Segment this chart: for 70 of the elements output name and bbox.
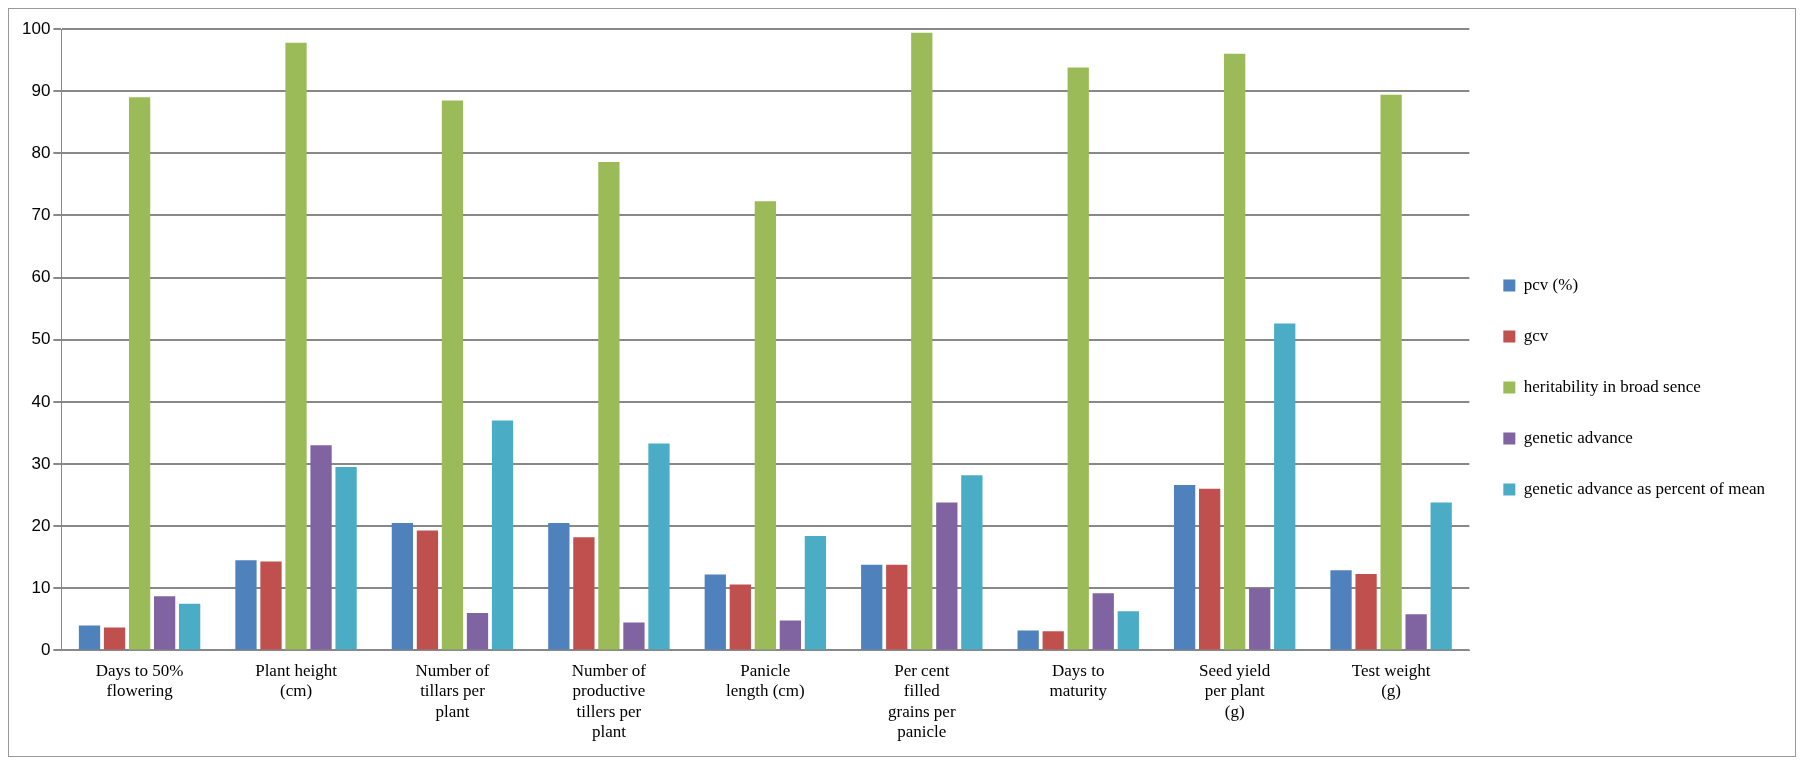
y-tick-label: 50 (31, 329, 51, 349)
bar (623, 622, 645, 650)
x-tick-label: Plant height (cm) (255, 661, 338, 701)
x-tick-label: Test weight (g) (1351, 661, 1431, 701)
bar (466, 613, 489, 650)
bar (779, 620, 802, 650)
bar (491, 420, 514, 650)
y-tick-label: 80 (31, 142, 51, 162)
bar (704, 574, 726, 650)
bar (1380, 94, 1402, 650)
bar (391, 523, 414, 650)
bar (1199, 488, 1221, 650)
bar (804, 536, 827, 650)
bar (548, 523, 570, 650)
bar (416, 530, 439, 650)
bar (1017, 630, 1039, 650)
bar (1249, 588, 1271, 650)
bar (335, 467, 357, 650)
x-tick-label: Panicle length (cm) (725, 661, 805, 701)
x-tick-label: Days to 50% flowering (95, 661, 184, 701)
bar (1224, 53, 1246, 650)
bar (729, 584, 751, 650)
bar (78, 625, 101, 650)
bar (1067, 67, 1089, 650)
bar (1355, 573, 1377, 650)
y-tick-label: 30 (31, 453, 51, 473)
bar (285, 42, 307, 650)
bar (103, 627, 126, 650)
bar (128, 97, 151, 650)
legend-label: heritability in broad sence (1523, 376, 1701, 396)
legend-label: genetic advance (1523, 427, 1633, 447)
bar (1042, 631, 1064, 650)
legend-label: pcv (%) (1523, 274, 1579, 294)
bar (886, 564, 908, 650)
bar (235, 560, 257, 650)
bar (1330, 570, 1352, 650)
bar (598, 161, 620, 650)
legend-label: gcv (1523, 325, 1549, 345)
bar (573, 537, 595, 650)
x-tick-label: Number of tillars per plant (415, 661, 490, 721)
y-tick-label: 60 (31, 267, 51, 287)
bar (1430, 502, 1452, 650)
bar (310, 445, 332, 650)
bar (1405, 614, 1427, 650)
y-tick-label: 70 (31, 205, 51, 225)
y-tick-label: 20 (31, 515, 51, 535)
bar (179, 603, 201, 650)
x-tick-label: Number of productive tillers per plant (571, 661, 647, 742)
legend-label: genetic advance as percent of mean (1523, 478, 1766, 498)
bar (648, 443, 670, 650)
x-tick-label: Days to maturity (1049, 661, 1108, 701)
bar (1274, 323, 1296, 650)
bar (153, 596, 176, 650)
bar (1173, 485, 1196, 650)
bar (961, 475, 983, 650)
bar (260, 561, 282, 650)
y-tick-label: 90 (31, 80, 51, 100)
bar (861, 564, 883, 650)
bar (911, 32, 933, 650)
bar (441, 100, 464, 650)
bar (1092, 593, 1114, 650)
bar (1117, 611, 1139, 650)
x-tick-label: Seed yield per plant (g) (1199, 661, 1271, 721)
bar (754, 201, 776, 650)
y-tick-label: 0 (40, 640, 51, 660)
y-tick-label: 10 (31, 577, 51, 597)
y-tick-label: 40 (31, 391, 51, 411)
y-tick-label: 100 (21, 18, 51, 38)
x-tick-label: Per cent filled grains per panicle (888, 661, 956, 742)
bar (936, 502, 958, 650)
